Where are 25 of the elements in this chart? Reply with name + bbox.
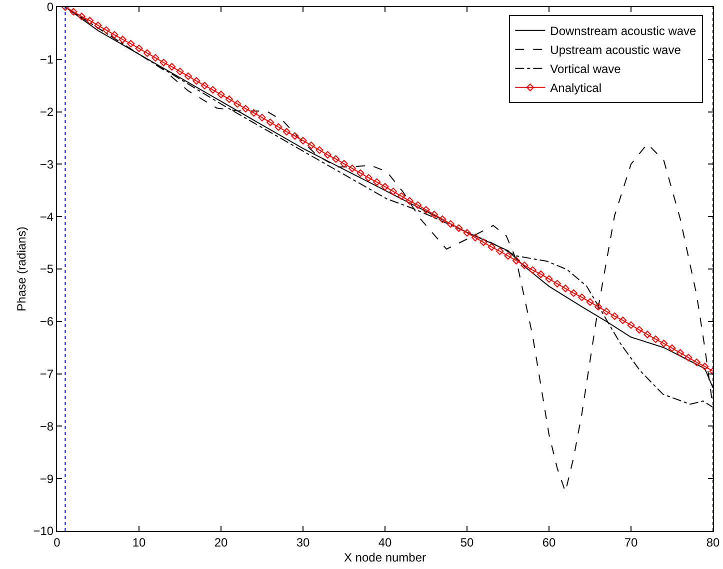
- y-tick-label: −3: [40, 157, 54, 172]
- x-tick-label: 10: [132, 535, 146, 550]
- y-tick-label: −7: [40, 367, 54, 381]
- x-tick-label: 70: [624, 535, 638, 550]
- y-tick-label: −9: [40, 472, 54, 486]
- y-tick-label: −6: [40, 314, 54, 329]
- y-axis-title: Phase (radians): [14, 226, 29, 312]
- x-tick-label: 50: [460, 535, 474, 550]
- y-tick-label: −2: [40, 105, 54, 119]
- x-tick-label: 80: [706, 535, 720, 550]
- y-tick-label: −4: [40, 210, 54, 224]
- legend-label: Vortical wave: [550, 62, 622, 76]
- y-tick-label: 0: [46, 0, 54, 14]
- legend-label: Upstream acoustic wave: [550, 43, 682, 58]
- x-tick-label: 20: [214, 535, 228, 550]
- legend-label: Analytical: [550, 81, 602, 96]
- x-tick-label: 60: [542, 535, 556, 550]
- y-tick-label: −10: [33, 524, 54, 538]
- x-axis-title: X node number: [344, 550, 426, 564]
- x-tick-label: 30: [296, 535, 310, 550]
- x-tick-label: 40: [378, 535, 392, 550]
- y-tick-label: −8: [40, 419, 54, 434]
- y-tick-label: −5: [40, 262, 54, 276]
- y-tick-label: −1: [40, 52, 54, 67]
- legend-label: Downstream acoustic wave: [550, 24, 697, 38]
